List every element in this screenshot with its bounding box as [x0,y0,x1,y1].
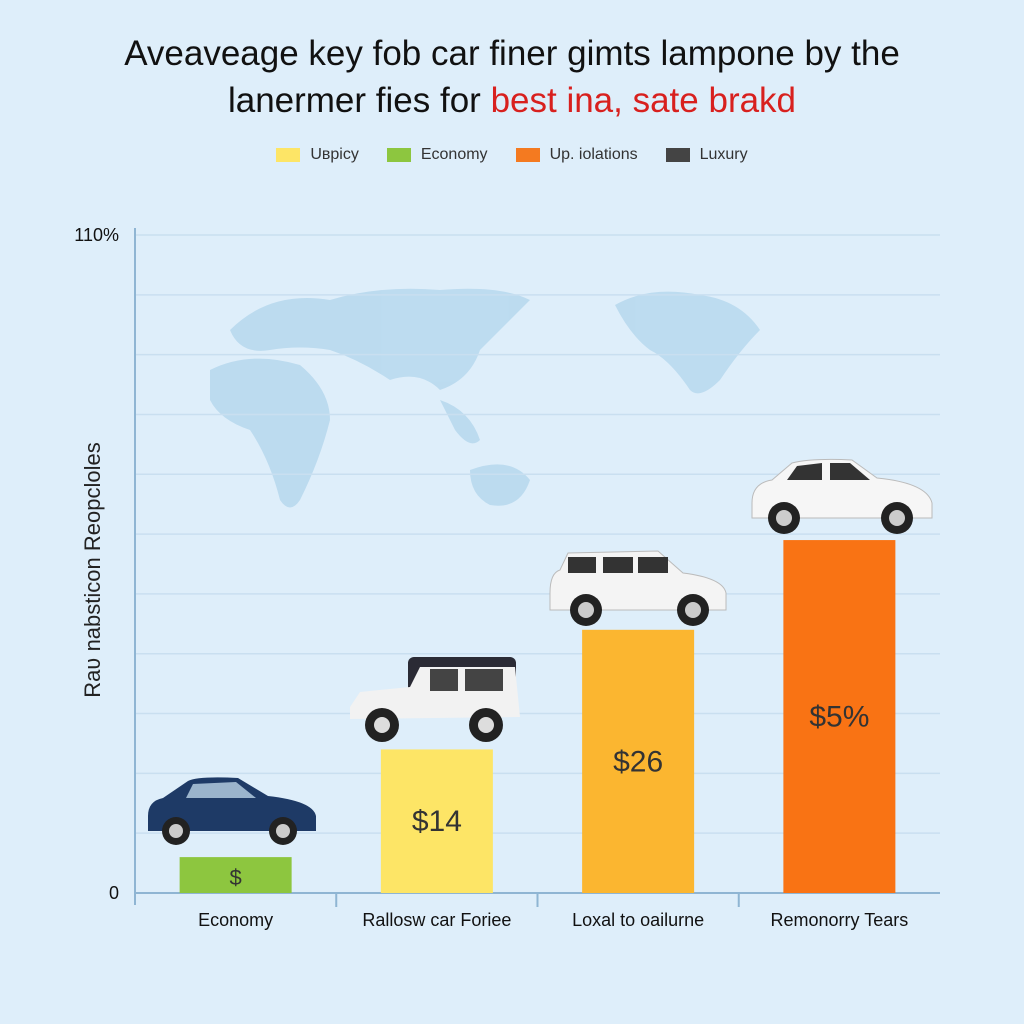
bar [179,857,292,893]
car-hatchback [751,458,933,534]
car-economy [148,777,316,845]
legend-item: Luxury [665,146,748,164]
bar-label: $ [230,865,242,890]
legend-swatch [276,148,301,162]
y-tick-label: 0 [109,883,119,903]
legend-swatch [515,148,540,162]
bar [380,749,493,893]
world-map [210,288,760,508]
legend: Uвpicy Economy Up. iolations Luxury [0,146,1024,164]
legend-label: Uвpicy [310,146,359,163]
title-text: Aveaveage key fob car finer gimts lampon… [124,34,900,120]
legend-label: Economy [420,146,488,163]
x-tick-label: Economy [198,910,274,930]
car-jeep [350,657,520,742]
legend-label: Up. iolations [549,146,638,163]
legend-swatch [665,148,690,162]
legend-item: Up. iolations [515,146,638,164]
bars [179,540,896,893]
bar-label: $26 [613,745,663,778]
bar [783,540,896,893]
bar-label: $14 [412,805,462,838]
title-highlight: best ina, sate brakd [490,81,797,120]
bar [582,629,695,893]
car-suv [549,550,727,626]
legend-label: Luxury [699,146,748,163]
x-tick-label: Remonorry Tears [770,910,909,930]
x-tick-label: Rallosw car Foriee [362,910,512,930]
legend-swatch [386,148,411,162]
y-axis-label: Raʋ nabsticon Reopcloles [80,442,105,697]
bar-labels: $ $14 $26 $5% [230,701,870,891]
y-tick-label: 110% [74,225,119,245]
chart-title: Aveaveage key fob car finer gimts lampon… [52,30,972,124]
x-tick-label: Loxal to oailurne [572,910,705,930]
legend-item: Uвpicy [276,146,359,164]
bar-label: $5% [809,701,869,734]
legend-item: Economy [386,146,488,164]
